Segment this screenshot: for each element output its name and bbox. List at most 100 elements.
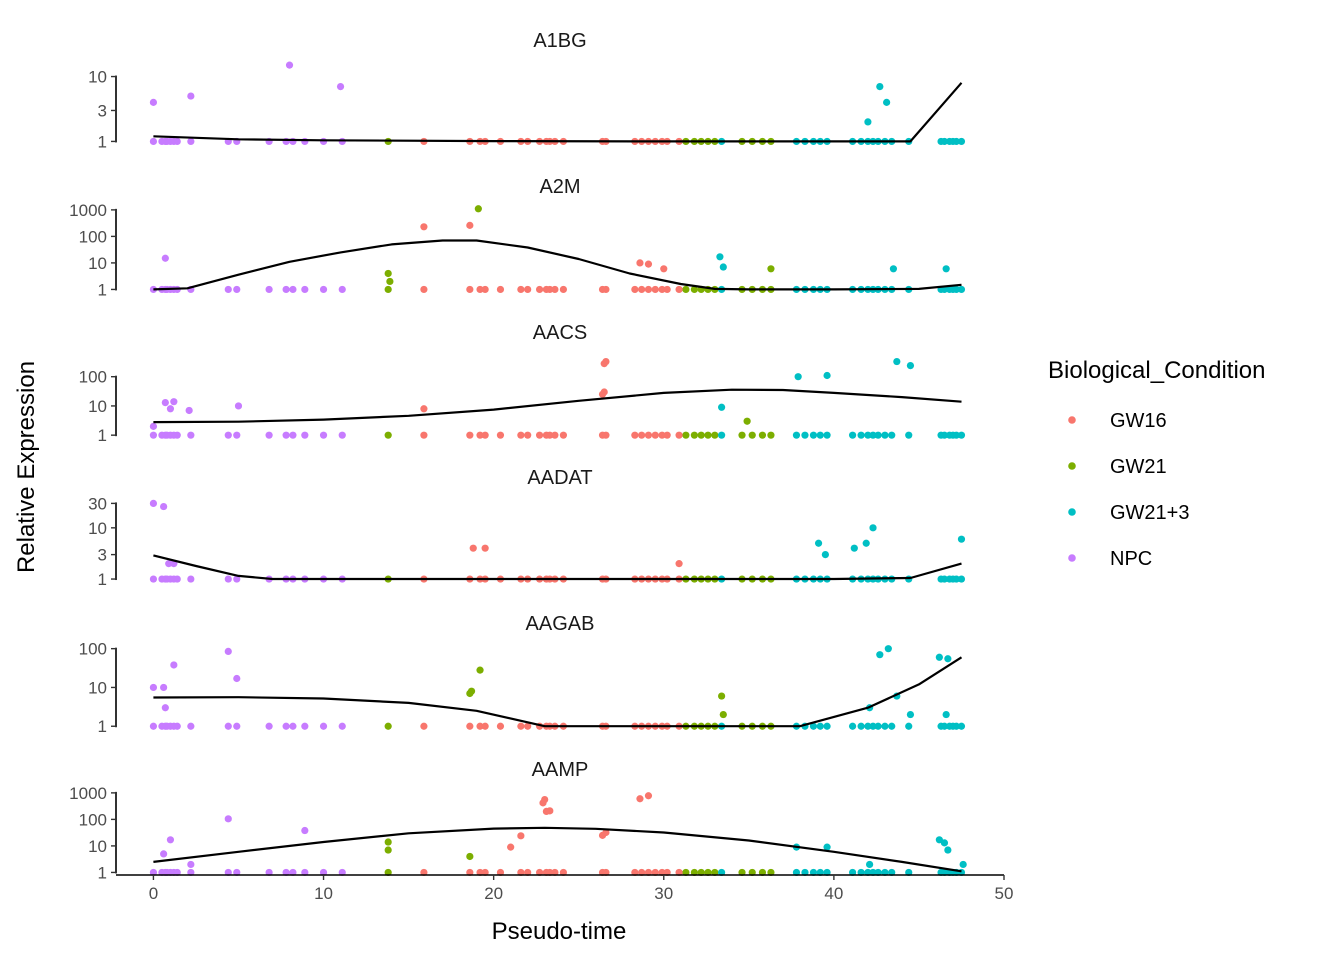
legend-title: Biological_Condition <box>1048 357 1265 384</box>
data-point <box>862 539 870 547</box>
data-point <box>469 544 477 552</box>
data-point <box>675 560 683 568</box>
data-point <box>384 838 392 846</box>
y-tick-label-a2m: 10 <box>88 254 107 273</box>
data-point <box>718 403 726 411</box>
facet-title-a1bg: A1BG <box>533 30 586 52</box>
facet-a1bg: A1BG 1 3 10 <box>88 30 966 151</box>
data-point <box>282 431 290 439</box>
data-point <box>952 431 960 439</box>
data-point <box>823 371 831 380</box>
data-point <box>869 524 877 532</box>
data-point <box>338 722 346 730</box>
data-point <box>704 431 712 439</box>
data-point <box>881 722 889 730</box>
data-point <box>301 137 309 146</box>
data-point <box>507 843 515 851</box>
data-point <box>224 815 232 823</box>
trend-line-aamp <box>153 826 962 873</box>
data-point <box>496 722 505 730</box>
points-a1bg <box>149 61 966 146</box>
data-point <box>952 575 960 583</box>
data-point <box>187 860 195 869</box>
data-point <box>644 285 653 294</box>
data-point <box>690 431 698 439</box>
data-point <box>187 92 195 100</box>
y-tick-label-aamp: 1000 <box>69 784 107 803</box>
facet-panels: A1BG 1 3 10 A2M 1 10 100 1000 AACS 1 10 100 AADAT 1 3 10… <box>69 30 967 882</box>
data-point <box>289 285 297 294</box>
data-point <box>823 843 831 851</box>
data-point <box>864 431 872 439</box>
y-tick-label-aacs: 10 <box>88 397 107 416</box>
y-tick-label-aacs: 1 <box>98 426 107 445</box>
data-point <box>546 431 554 439</box>
data-point <box>957 535 966 543</box>
data-point <box>631 285 639 294</box>
y-tick-label-aagab: 1 <box>98 717 107 736</box>
data-point <box>384 722 392 730</box>
y-tick-label-a1bg: 10 <box>88 68 107 87</box>
data-point <box>559 285 568 294</box>
data-point <box>809 431 818 439</box>
data-point <box>535 431 544 439</box>
facet-title-a2m: A2M <box>539 176 580 198</box>
data-point <box>638 431 646 439</box>
data-point <box>149 575 158 583</box>
data-point <box>638 285 646 294</box>
x-tick-label: 40 <box>824 884 843 903</box>
data-point <box>319 137 328 146</box>
points-aadat <box>149 499 966 583</box>
data-point <box>224 285 232 294</box>
data-point <box>874 722 882 730</box>
data-point <box>944 846 952 854</box>
data-point <box>952 722 960 730</box>
facet-aacs: AACS 1 10 100 <box>79 322 966 445</box>
data-point <box>384 269 392 278</box>
data-point <box>301 285 309 294</box>
data-point <box>476 431 484 439</box>
data-point <box>173 137 181 146</box>
data-point <box>476 285 484 294</box>
data-point <box>386 277 394 286</box>
data-point <box>546 285 554 294</box>
data-point <box>149 137 158 146</box>
data-point <box>517 285 525 294</box>
data-point <box>466 722 474 730</box>
data-point <box>420 431 428 439</box>
facet-aagab: AAGAB 1 10 100 <box>79 613 966 736</box>
data-point <box>816 722 824 730</box>
data-point <box>814 539 823 547</box>
data-point <box>906 710 915 719</box>
points-aagab <box>149 645 966 730</box>
data-point <box>823 431 831 439</box>
data-point <box>420 405 428 413</box>
data-point <box>889 265 898 273</box>
data-point <box>173 431 181 439</box>
data-point <box>233 722 241 730</box>
data-point <box>651 431 659 439</box>
data-point <box>682 431 690 439</box>
data-point <box>952 285 960 294</box>
data-point <box>466 285 474 294</box>
facet-title-aagab: AAGAB <box>526 613 595 635</box>
data-point <box>940 722 949 730</box>
data-point <box>942 265 950 273</box>
data-point <box>809 722 818 730</box>
data-point <box>524 431 532 439</box>
data-point <box>466 431 474 439</box>
data-point <box>233 674 241 683</box>
data-point <box>869 722 877 730</box>
legend: Biological_Condition GW16 GW21 GW21+3 NPC <box>1048 357 1265 570</box>
data-point <box>420 722 428 730</box>
data-point <box>420 223 428 231</box>
data-point <box>524 722 532 730</box>
data-point <box>952 137 960 146</box>
trend-line-aacs <box>153 388 962 424</box>
y-tick-label-aamp: 10 <box>88 837 107 856</box>
y-tick-label-aadat: 10 <box>88 519 107 538</box>
x-tick-label: 50 <box>995 884 1014 903</box>
data-point <box>944 655 952 663</box>
data-point <box>165 560 173 568</box>
data-point <box>719 710 727 719</box>
